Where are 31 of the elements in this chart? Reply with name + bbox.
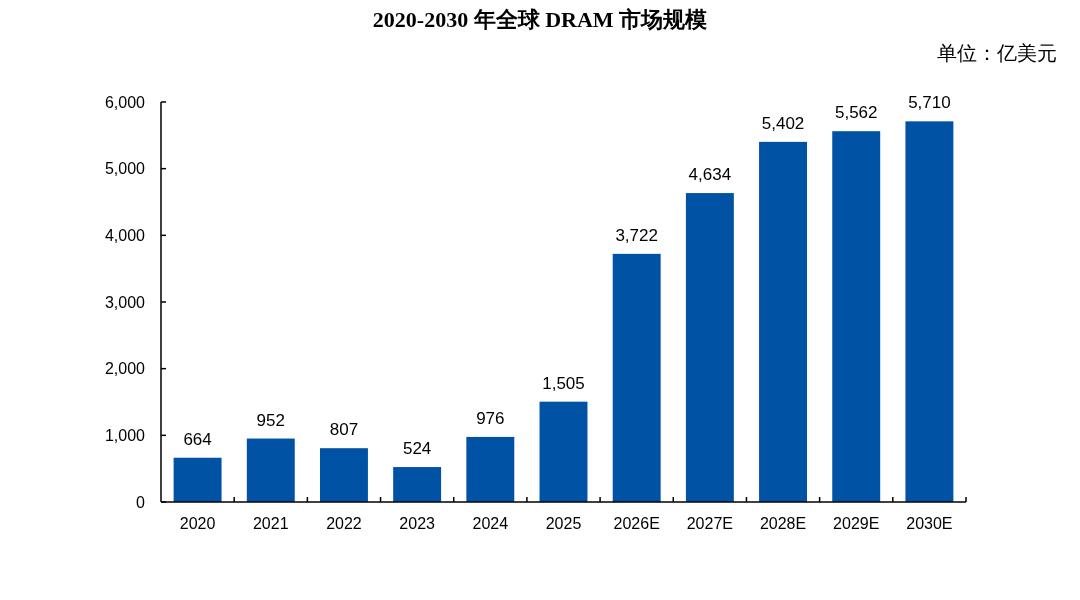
- annotation: 单位：亿美元: [937, 42, 1057, 64]
- data-label: 1,505: [542, 373, 585, 393]
- data-label: 5,710: [908, 93, 951, 113]
- y-tick-label: 5,000: [104, 160, 146, 178]
- data-label: 807: [329, 420, 359, 440]
- y-tick-label: 4,000: [104, 226, 146, 244]
- x-tick-label: 2023: [399, 515, 436, 532]
- data-label: 3,722: [615, 225, 658, 245]
- data-label: 4,634: [688, 165, 732, 185]
- x-tick-label: 2020: [179, 515, 216, 532]
- data-label: 664: [183, 429, 212, 449]
- y-tick-label: 1,000: [104, 426, 146, 444]
- x-tick-label: 2027E: [686, 515, 733, 532]
- y-tick-label: 2,000: [104, 360, 146, 378]
- y-tick-label: 6,000: [104, 93, 146, 111]
- x-tick-label: 2024: [472, 515, 509, 532]
- x-tick-label: 2022: [326, 515, 362, 532]
- x-tick-label: 2025: [545, 515, 582, 532]
- data-label: 5,562: [834, 103, 878, 123]
- data-label: 952: [256, 410, 285, 430]
- data-label: 976: [476, 408, 505, 428]
- y-tick-label: 0: [136, 493, 146, 511]
- x-tick-label: 2026E: [613, 515, 660, 532]
- x-tick-label: 2029E: [833, 515, 880, 532]
- x-tick-label: 2021: [252, 515, 289, 532]
- x-tick-label: 2030E: [906, 515, 953, 532]
- x-tick-label: 2028E: [759, 515, 807, 532]
- title: 2020-2030 年全球 DRAM 市场规模: [372, 7, 708, 32]
- y-tick-label: 3,000: [104, 293, 146, 311]
- data-label: 5,402: [761, 113, 805, 133]
- data-label: 524: [402, 439, 432, 459]
